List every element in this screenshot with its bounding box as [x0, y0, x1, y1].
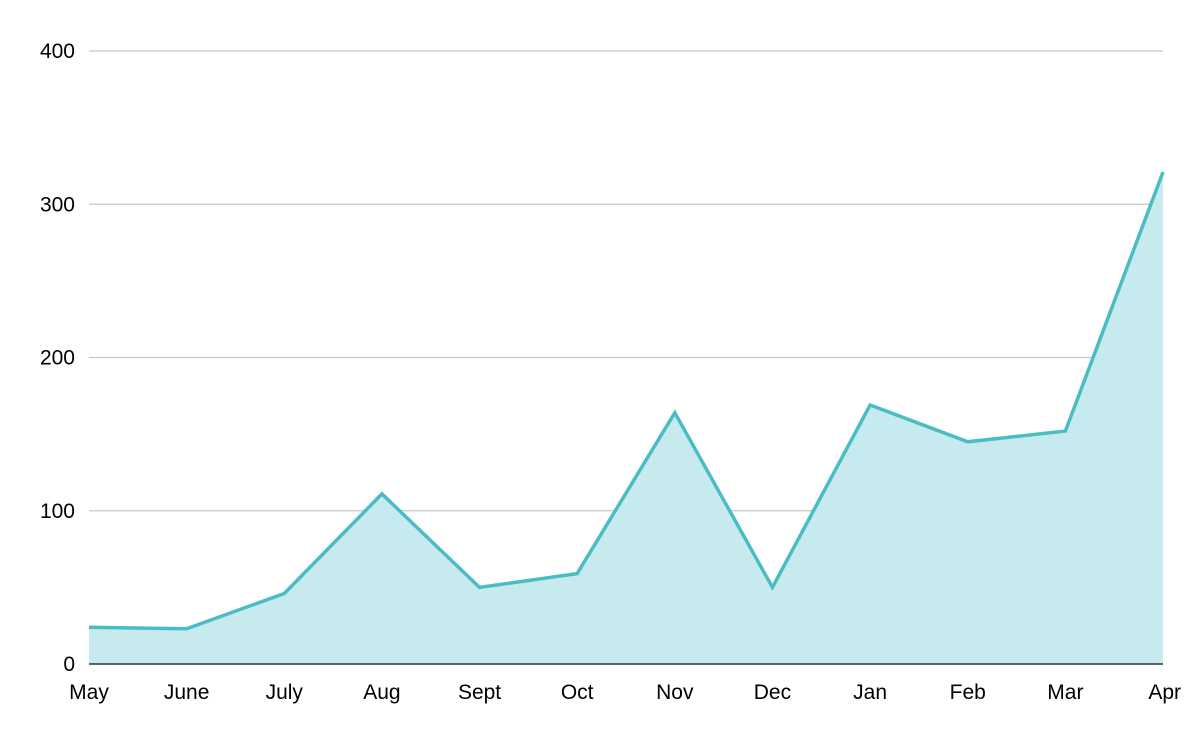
x-tick-label: Dec [754, 681, 791, 704]
y-tick-label: 0 [63, 653, 75, 676]
x-tick-label: Nov [656, 681, 694, 704]
data-point [1161, 170, 1165, 174]
series-line [88, 171, 1165, 631]
x-tick-label: Aug [363, 681, 400, 704]
x-tick-label: Oct [561, 681, 594, 704]
series-area-fill [89, 172, 1163, 664]
y-tick-label: 300 [40, 193, 75, 216]
x-tick-label: Mar [1047, 681, 1083, 704]
data-point [282, 592, 286, 596]
data-point [770, 585, 774, 589]
data-point [185, 627, 189, 631]
data-point [966, 440, 970, 444]
y-tick-label: 400 [40, 40, 75, 63]
data-point [868, 403, 872, 407]
x-tick-label: Jan [853, 681, 887, 704]
data-point [575, 572, 579, 576]
x-tick-label: Sept [458, 681, 501, 704]
data-point [87, 625, 91, 629]
data-point [673, 411, 677, 415]
data-point [1063, 429, 1067, 433]
x-tick-label: July [266, 681, 304, 704]
y-tick-label: 200 [40, 347, 75, 370]
y-tick-label: 100 [40, 500, 75, 523]
data-point [478, 585, 482, 589]
x-tick-label: May [69, 681, 109, 704]
x-tick-label: Apr [1148, 681, 1181, 704]
y-axis-tick-labels: 0 100 200 300 400 [40, 40, 75, 676]
x-tick-label: Feb [950, 681, 986, 704]
x-axis-tick-labels: May June July Aug Sept Oct Nov Dec Jan Feb Mar Apr [69, 681, 1181, 704]
data-point [380, 492, 384, 496]
x-tick-label: June [164, 681, 210, 704]
